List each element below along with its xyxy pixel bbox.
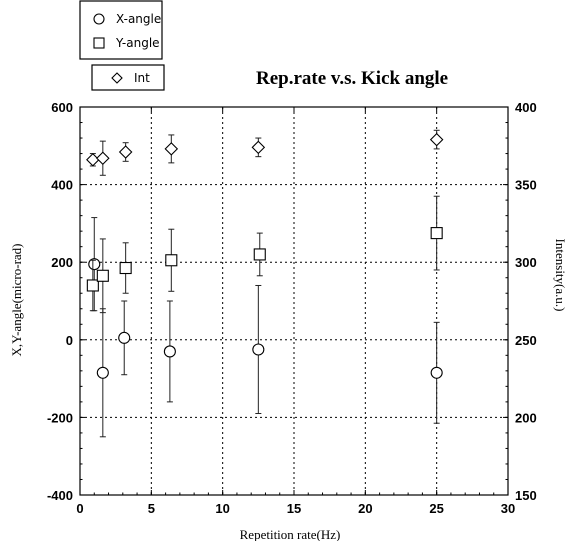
int-point <box>429 132 444 147</box>
y-left-tick-label: 200 <box>51 255 73 270</box>
y-angle-point <box>86 279 99 292</box>
series-layer <box>86 129 444 438</box>
legend-box-xy <box>79 0 163 60</box>
y-right-tick-label: 400 <box>515 100 537 115</box>
x-tick-label: 25 <box>429 501 443 516</box>
y-angle-point <box>119 261 132 275</box>
y-right-tick-label: 150 <box>515 488 537 503</box>
legend-box-int <box>91 64 165 91</box>
y-axis-left-label: X,Y-angle(micro-rad) <box>9 244 24 357</box>
chart-title: Rep.rate v.s. Kick angle <box>256 68 448 89</box>
x-angle-point <box>163 345 176 358</box>
y-axis-right-label: Intensity(a.u.) <box>553 239 568 312</box>
y-left-tick-label: 0 <box>66 333 73 348</box>
y-left-tick-label: -400 <box>47 488 73 503</box>
int-point <box>86 152 100 167</box>
legend-label-int: Int <box>134 71 150 85</box>
plot-frame <box>79 106 509 496</box>
y-angle-point <box>253 248 266 261</box>
x-angle-point <box>430 366 443 379</box>
int-point <box>118 145 133 159</box>
legend-square-marker <box>93 37 105 49</box>
x-tick-label: 30 <box>501 501 515 516</box>
x-angle-point <box>252 343 265 356</box>
y-angle-point <box>165 254 178 267</box>
y-right-tick-label: 250 <box>515 333 537 348</box>
int-point <box>96 151 110 165</box>
y-left-tick-label: 400 <box>51 178 73 193</box>
y-left-tick-label: -200 <box>47 410 73 425</box>
x-tick-label: 10 <box>215 501 229 516</box>
legend-label-y-angle: Y-angle <box>115 36 160 50</box>
legend-label-x-angle: X-angle <box>116 12 161 26</box>
x-tick-label: 20 <box>358 501 372 516</box>
int-point <box>251 140 266 155</box>
x-axis-label: Repetition rate(Hz) <box>240 527 341 541</box>
x-tick-label: 5 <box>148 501 155 516</box>
x-tick-label: 0 <box>76 501 83 516</box>
x-angle-point <box>96 366 109 379</box>
legend-diamond-marker <box>111 72 123 84</box>
tick-layer: 0 5 10 15 20 25 30 -400 -200 0 200 400 600 150 200 250 3… <box>47 100 537 516</box>
y-angle-point <box>96 269 109 282</box>
legend: X-angle Y-angle Int <box>79 0 165 91</box>
legend-circle-marker <box>93 13 105 25</box>
x-angle-point <box>88 258 101 271</box>
y-left-tick-label: 600 <box>51 100 73 115</box>
grid-layer <box>80 107 508 495</box>
y-angle-point <box>430 227 443 240</box>
x-tick-label: 15 <box>287 501 301 516</box>
y-right-tick-label: 300 <box>515 255 537 270</box>
x-angle-point <box>118 331 131 344</box>
y-right-tick-label: 350 <box>515 178 537 193</box>
y-right-tick-label: 200 <box>515 410 537 425</box>
int-point <box>164 142 179 156</box>
